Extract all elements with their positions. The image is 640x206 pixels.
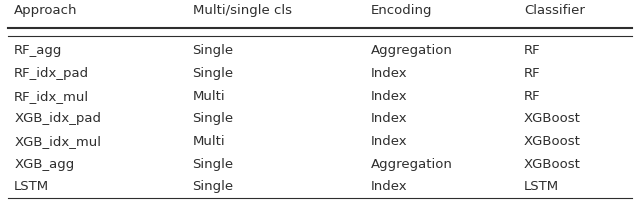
Text: Index: Index	[371, 89, 408, 102]
Text: RF_idx_mul: RF_idx_mul	[14, 89, 89, 102]
Text: Index: Index	[371, 179, 408, 192]
Text: RF: RF	[524, 67, 541, 80]
Text: Multi: Multi	[193, 89, 225, 102]
Text: Multi: Multi	[193, 134, 225, 147]
Text: Index: Index	[371, 134, 408, 147]
Text: Single: Single	[193, 67, 234, 80]
Text: Single: Single	[193, 112, 234, 125]
Text: LSTM: LSTM	[524, 179, 559, 192]
Text: Index: Index	[371, 67, 408, 80]
Text: XGB_idx_pad: XGB_idx_pad	[14, 112, 101, 125]
Text: XGB_idx_mul: XGB_idx_mul	[14, 134, 101, 147]
Text: XGB_agg: XGB_agg	[14, 157, 74, 170]
Text: RF_idx_pad: RF_idx_pad	[14, 67, 89, 80]
Text: Single: Single	[193, 179, 234, 192]
Text: RF: RF	[524, 89, 541, 102]
Text: Encoding: Encoding	[371, 4, 433, 17]
Text: XGBoost: XGBoost	[524, 157, 580, 170]
Text: Approach: Approach	[14, 4, 77, 17]
Text: LSTM: LSTM	[14, 179, 49, 192]
Text: XGBoost: XGBoost	[524, 134, 580, 147]
Text: Single: Single	[193, 44, 234, 57]
Text: Aggregation: Aggregation	[371, 157, 453, 170]
Text: Index: Index	[371, 112, 408, 125]
Text: XGBoost: XGBoost	[524, 112, 580, 125]
Text: Aggregation: Aggregation	[371, 44, 453, 57]
Text: RF_agg: RF_agg	[14, 44, 63, 57]
Text: Single: Single	[193, 157, 234, 170]
Text: Classifier: Classifier	[524, 4, 585, 17]
Text: Multi/single cls: Multi/single cls	[193, 4, 292, 17]
Text: RF: RF	[524, 44, 541, 57]
